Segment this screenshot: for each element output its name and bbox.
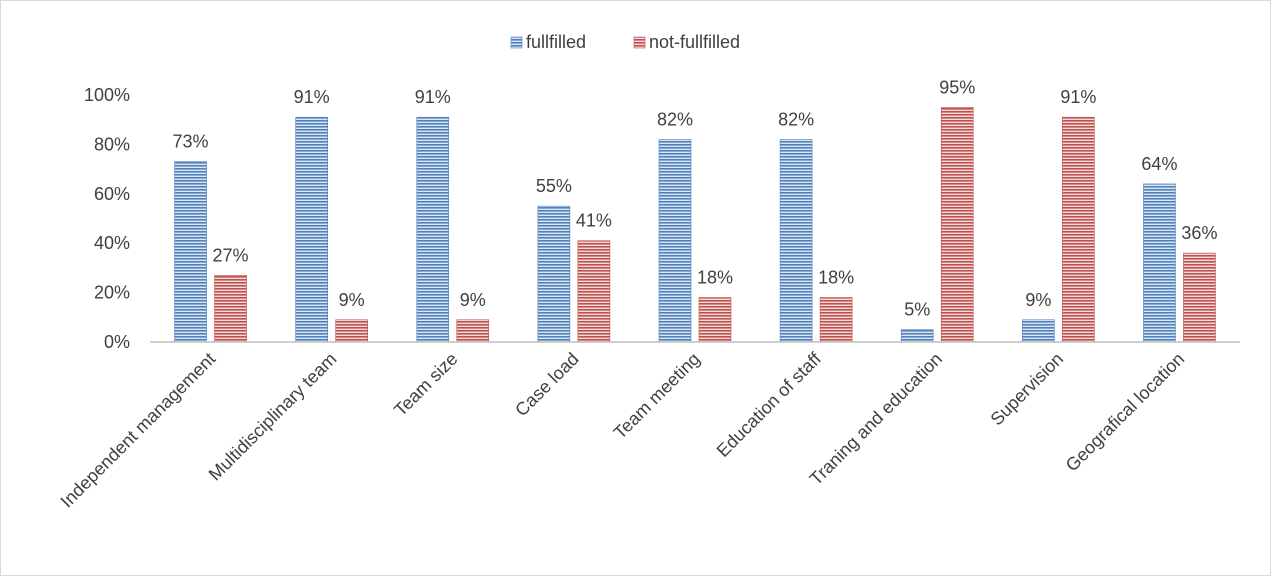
y-tick-label: 100%	[84, 85, 130, 105]
bar-fullfilled	[537, 205, 571, 343]
x-tick-label: Supervision	[987, 349, 1068, 430]
bar-not-fullfilled	[1183, 252, 1216, 343]
data-label-fullfilled: 91%	[294, 87, 330, 107]
data-label-fullfilled: 82%	[778, 109, 814, 129]
bars	[174, 107, 1216, 343]
data-label-not-fullfilled: 41%	[576, 211, 612, 231]
x-tick-label: Team size	[390, 349, 461, 420]
x-tick-label: Traning and education	[806, 349, 946, 489]
bar-not-fullfilled	[456, 319, 490, 343]
bar-not-fullfilled	[335, 319, 368, 343]
y-tick-label: 20%	[94, 283, 130, 303]
data-label-fullfilled: 91%	[415, 87, 451, 107]
legend-label-fullfilled: fullfilled	[526, 32, 586, 52]
x-tick-label: Geografical location	[1062, 349, 1189, 476]
legend-swatch-fullfilled	[510, 36, 523, 49]
data-label-fullfilled: 9%	[1025, 290, 1051, 310]
data-label-not-fullfilled: 9%	[460, 290, 486, 310]
bar-fullfilled	[658, 139, 692, 343]
bar-fullfilled	[1022, 319, 1055, 343]
y-tick-label: 40%	[94, 233, 130, 253]
bar-not-fullfilled	[214, 275, 247, 343]
data-label-not-fullfilled: 95%	[939, 77, 975, 97]
bar-not-fullfilled	[698, 297, 732, 343]
data-label-not-fullfilled: 18%	[697, 268, 733, 288]
data-label-fullfilled: 73%	[173, 132, 209, 152]
legend-swatch-not-fullfilled	[633, 36, 646, 49]
y-tick-label: 60%	[94, 184, 130, 204]
bar-fullfilled	[1143, 183, 1176, 343]
bar-fullfilled	[295, 116, 328, 343]
bar-fullfilled	[900, 329, 934, 343]
data-labels: 73% 27% 91% 9% 91% 9% 55%41% 82% 18% 82% 18% 5% 95% 9…	[173, 77, 1218, 319]
x-axis: Independent managementMultidisciplinary …	[57, 348, 1189, 511]
bar-not-fullfilled	[819, 297, 853, 343]
data-label-fullfilled: 55%	[536, 176, 572, 196]
bar-not-fullfilled	[940, 107, 974, 343]
data-label-not-fullfilled: 36%	[1181, 223, 1217, 243]
x-tick-label: Multidisciplinary team	[205, 349, 341, 485]
y-axis: 0% 20% 40% 60% 80% 100%	[84, 85, 130, 352]
data-label-fullfilled: 64%	[1141, 154, 1177, 174]
bar-not-fullfilled	[577, 240, 611, 343]
legend-label-not-fullfilled: not-fullfilled	[649, 32, 740, 52]
data-label-not-fullfilled: 18%	[818, 268, 854, 288]
bar-not-fullfilled	[1062, 116, 1095, 343]
data-label-not-fullfilled: 27%	[213, 245, 249, 265]
bar-fullfilled	[779, 139, 813, 343]
x-tick-label: Team meeting	[610, 349, 704, 443]
bar-fullfilled	[174, 161, 207, 343]
x-tick-label: Education of staff	[713, 348, 826, 461]
y-tick-label: 0%	[104, 332, 130, 352]
data-label-not-fullfilled: 9%	[339, 290, 365, 310]
data-label-fullfilled: 5%	[904, 300, 930, 320]
data-label-fullfilled: 82%	[657, 109, 693, 129]
data-label-not-fullfilled: 91%	[1060, 87, 1096, 107]
legend: fullfilled not-fullfilled	[510, 32, 740, 52]
x-tick-label: Case load	[511, 349, 582, 420]
x-tick-label: Independent management	[57, 349, 220, 512]
y-tick-label: 80%	[94, 134, 130, 154]
bar-fullfilled	[416, 116, 450, 343]
